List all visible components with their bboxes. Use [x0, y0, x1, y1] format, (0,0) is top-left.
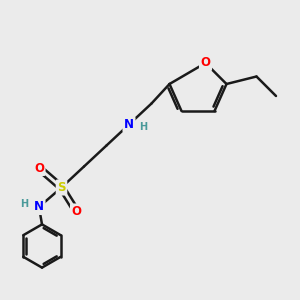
- Text: H: H: [139, 122, 148, 132]
- Text: S: S: [57, 181, 66, 194]
- Text: N: N: [34, 200, 44, 214]
- Text: O: O: [200, 56, 211, 70]
- Text: O: O: [34, 161, 44, 175]
- Text: O: O: [71, 205, 82, 218]
- Text: H: H: [20, 199, 28, 209]
- Text: N: N: [124, 118, 134, 131]
